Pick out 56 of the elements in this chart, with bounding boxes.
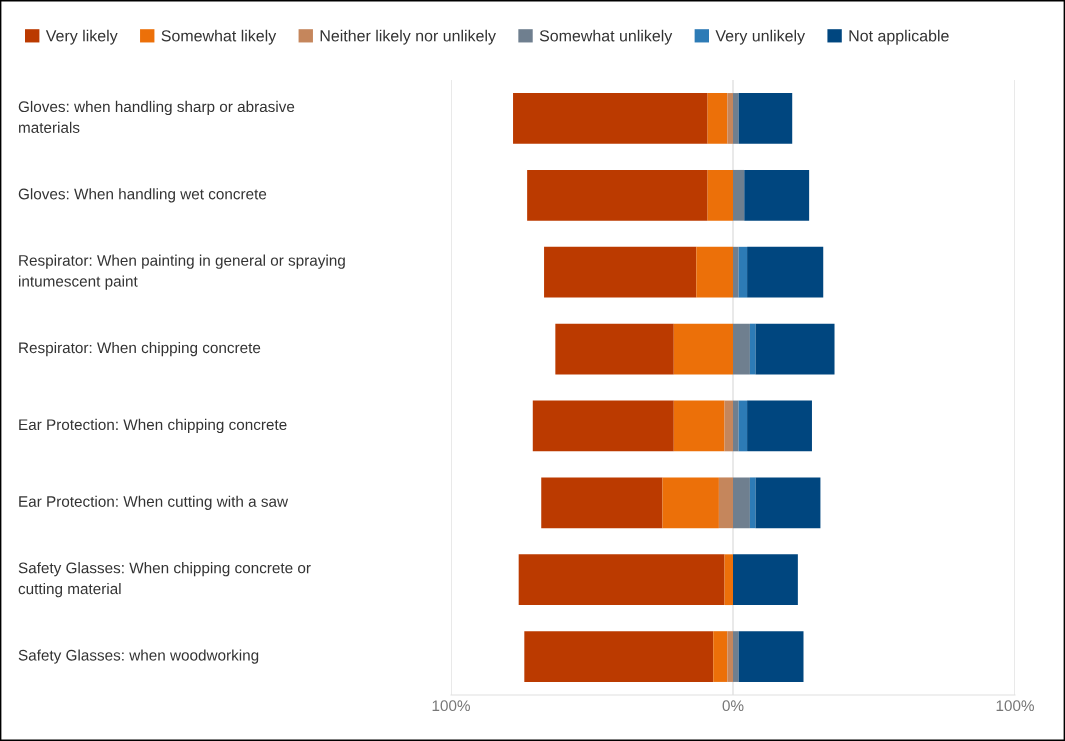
bar (733, 400, 739, 452)
bar (738, 400, 748, 452)
y-tick-label: Gloves: When handling wet concrete (18, 188, 267, 203)
bar (532, 400, 674, 452)
bar (727, 93, 733, 144)
bar (755, 323, 835, 375)
bar (733, 554, 798, 606)
bar (544, 246, 697, 298)
bar (524, 631, 714, 682)
bar (744, 169, 810, 221)
bar (724, 400, 733, 452)
bar (727, 631, 733, 682)
bar (673, 323, 733, 375)
bar (707, 93, 728, 144)
bar (738, 631, 804, 682)
bar (662, 477, 719, 529)
bar (747, 246, 824, 298)
y-tick-label: Ear Protection: When chipping concrete (19, 418, 287, 434)
bar (527, 169, 708, 221)
y-tick-label: Respirator: When chipping concrete (19, 341, 261, 357)
bar (696, 246, 733, 298)
bar (733, 93, 739, 144)
bar (733, 631, 739, 682)
x-tick-label: 0% (722, 700, 744, 712)
legend-label: Somewhat likely (161, 29, 277, 45)
bar (755, 477, 821, 529)
x-tick-label: 100% (432, 700, 470, 712)
bar (733, 323, 750, 375)
y-tick-label: Safety Glasses: when woodworking (18, 649, 259, 664)
bar (724, 554, 733, 606)
bar (733, 169, 745, 221)
bar (713, 631, 728, 682)
y-tick-label: Gloves: when handling sharp or abrasive materials (18, 100, 295, 133)
bar (518, 554, 725, 606)
bar (555, 323, 674, 375)
bar (749, 323, 756, 375)
bar (733, 246, 739, 298)
bar (738, 246, 748, 298)
bar (673, 400, 725, 452)
y-tick-label: Respirator: When painting in general or spraying intumescent paint (19, 254, 345, 290)
legend-label: Somewhat unlikely (539, 29, 673, 45)
y-tick-label: Safety Glasses: When chipping concrete or cutting material (18, 562, 311, 598)
legend-label: Very unlikely (715, 29, 806, 45)
x-tick-label: 100% (996, 700, 1034, 712)
bar (738, 93, 793, 144)
legend-label: Not applicable (849, 29, 949, 45)
bar (747, 400, 812, 452)
bar (718, 477, 733, 529)
legend-label: Neither likely nor unlikely (320, 29, 496, 45)
bar (541, 477, 663, 529)
bar (733, 477, 750, 529)
bar (749, 477, 756, 529)
bar (707, 169, 733, 221)
bar (513, 93, 708, 144)
legend-label: Very likely (45, 29, 118, 45)
y-tick-label: Ear Protection: When cutting with a saw (19, 495, 289, 510)
